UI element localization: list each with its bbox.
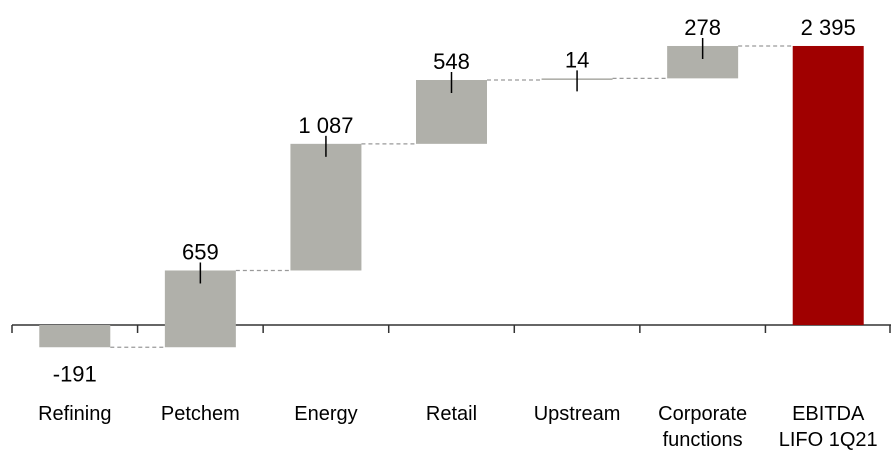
x-tick-label: Energy: [294, 403, 357, 425]
data-label: 14: [565, 47, 589, 72]
x-tick-label: LIFO 1Q21: [779, 429, 878, 451]
data-label: 1 087: [298, 113, 353, 138]
x-tick-label: functions: [663, 429, 743, 451]
data-label: 548: [433, 49, 470, 74]
bar: [290, 143, 362, 271]
x-tick-label: EBITDA: [792, 403, 865, 425]
data-label: -191: [53, 361, 97, 386]
bar: [39, 325, 111, 348]
data-label: 659: [182, 239, 219, 264]
x-tick-label: Upstream: [534, 403, 621, 425]
x-tick-label: Refining: [38, 403, 111, 425]
bar-total: [792, 45, 864, 326]
data-label: 2 395: [801, 15, 856, 40]
x-tick-label: Retail: [426, 403, 477, 425]
x-tick-label: Corporate: [658, 403, 747, 425]
data-label: 278: [684, 15, 721, 40]
x-tick-label: Petchem: [161, 403, 240, 425]
